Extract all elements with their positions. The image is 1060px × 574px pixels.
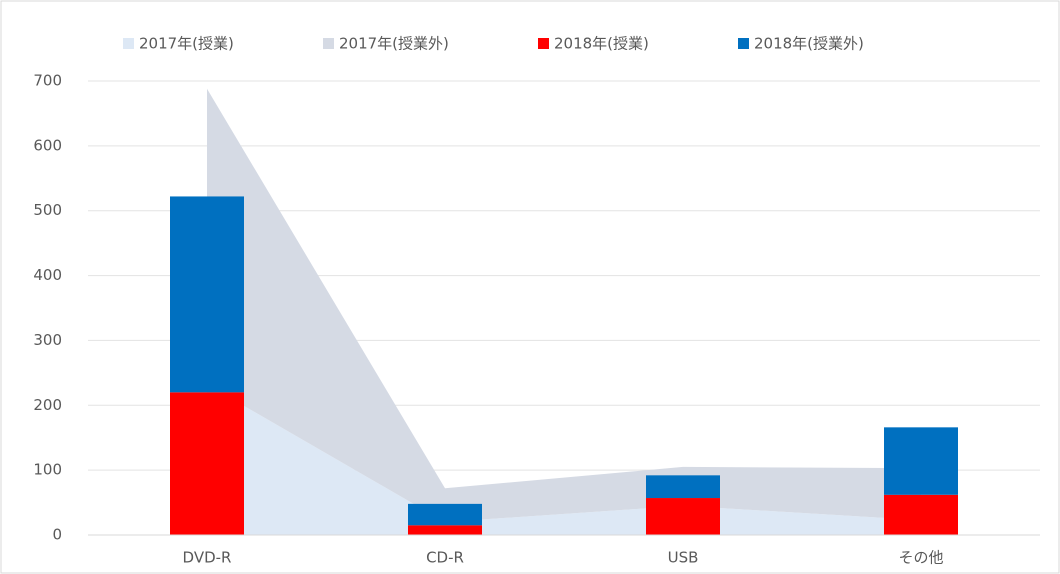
bar — [408, 503, 482, 526]
y-tick-label: 100 — [33, 461, 62, 479]
bar — [170, 196, 244, 393]
legend-swatch — [538, 38, 549, 49]
bar — [646, 475, 720, 499]
area — [207, 88, 921, 523]
x-tick-label: USB — [668, 549, 699, 567]
legend-label: 2017年(授業) — [139, 35, 234, 53]
bar — [884, 494, 958, 535]
y-tick-label: 400 — [33, 266, 62, 284]
y-tick-label: 500 — [33, 201, 62, 219]
x-tick-label: DVD-R — [183, 549, 232, 567]
x-tick-label: その他 — [898, 549, 943, 567]
bar — [170, 392, 244, 535]
legend-label: 2018年(授業) — [554, 35, 649, 53]
legend-swatch — [323, 38, 334, 49]
legend-label: 2017年(授業外) — [339, 35, 449, 53]
y-tick-label: 700 — [33, 72, 62, 90]
y-tick-label: 200 — [33, 396, 62, 414]
x-tick-label: CD-R — [426, 549, 464, 567]
y-tick-label: 0 — [52, 526, 62, 544]
bar — [884, 427, 958, 495]
area — [207, 384, 921, 535]
y-tick-label: 600 — [33, 136, 62, 154]
legend-label: 2018年(授業外) — [754, 35, 864, 53]
y-tick-label: 300 — [33, 331, 62, 349]
bar — [408, 525, 482, 535]
legend-swatch — [738, 38, 749, 49]
bar — [646, 498, 720, 535]
legend-swatch — [123, 38, 134, 49]
